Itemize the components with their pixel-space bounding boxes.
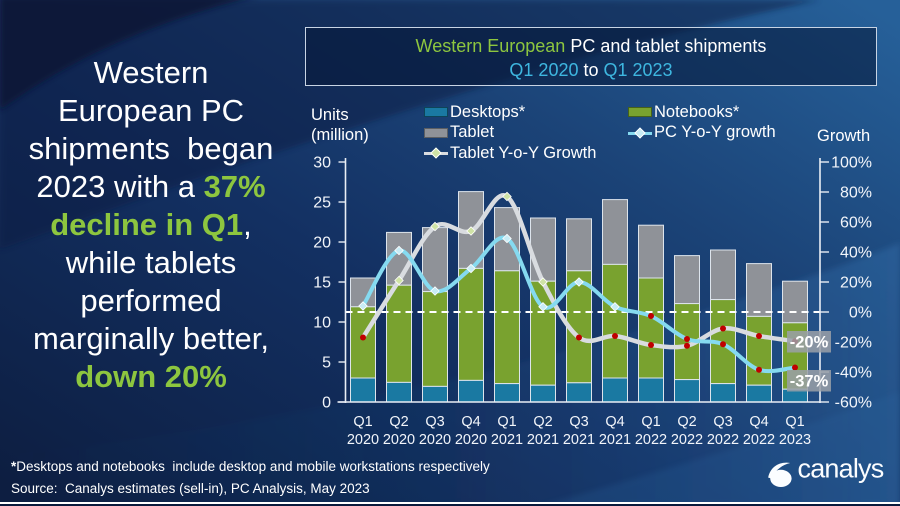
svg-text:100%: 100% (831, 155, 872, 172)
svg-text:-60%: -60% (835, 395, 872, 412)
svg-text:80%: 80% (840, 185, 872, 202)
svg-text:Q1: Q1 (785, 414, 804, 430)
svg-text:2022: 2022 (671, 432, 703, 448)
svg-text:-40%: -40% (835, 365, 872, 382)
svg-text:2021: 2021 (527, 432, 559, 448)
svg-text:Q4: Q4 (461, 414, 480, 430)
svg-text:30: 30 (313, 155, 331, 172)
svg-text:2022: 2022 (707, 432, 739, 448)
svg-text:-20%: -20% (790, 334, 829, 352)
svg-text:5: 5 (322, 355, 331, 372)
svg-text:Q3: Q3 (569, 414, 588, 430)
svg-text:Q3: Q3 (425, 414, 444, 430)
svg-text:canalys: canalys (798, 454, 884, 484)
svg-text:Q2: Q2 (533, 414, 552, 430)
svg-text:Q1: Q1 (497, 414, 516, 430)
svg-text:2021: 2021 (491, 432, 523, 448)
svg-text:2021: 2021 (599, 432, 631, 448)
svg-text:2021: 2021 (563, 432, 595, 448)
svg-text:Q2: Q2 (389, 414, 408, 430)
svg-text:0%: 0% (849, 305, 872, 322)
svg-text:2022: 2022 (635, 432, 667, 448)
svg-text:40%: 40% (840, 245, 872, 262)
svg-text:2020: 2020 (419, 432, 451, 448)
svg-text:Q2: Q2 (677, 414, 696, 430)
svg-text:2023: 2023 (779, 432, 811, 448)
svg-text:Q1: Q1 (641, 414, 660, 430)
svg-text:15: 15 (313, 275, 331, 292)
svg-text:Q4: Q4 (605, 414, 624, 430)
svg-text:60%: 60% (840, 215, 872, 232)
svg-text:-20%: -20% (835, 335, 872, 352)
svg-text:Q1: Q1 (353, 414, 372, 430)
svg-text:-37%: -37% (790, 373, 829, 391)
svg-text:0: 0 (322, 395, 331, 412)
svg-text:2020: 2020 (455, 432, 487, 448)
svg-text:2020: 2020 (383, 432, 415, 448)
svg-text:Q4: Q4 (749, 414, 768, 430)
svg-text:10: 10 (313, 315, 331, 332)
svg-text:20%: 20% (840, 275, 872, 292)
svg-text:2020: 2020 (347, 432, 379, 448)
svg-text:20: 20 (313, 235, 331, 252)
svg-text:2022: 2022 (743, 432, 775, 448)
svg-text:Q3: Q3 (713, 414, 732, 430)
svg-text:25: 25 (313, 195, 331, 212)
